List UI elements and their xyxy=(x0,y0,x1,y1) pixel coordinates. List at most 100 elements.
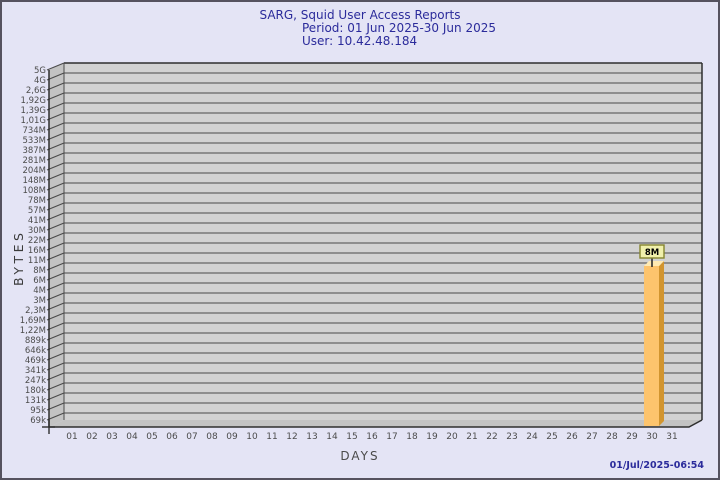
x-tick-label: 21 xyxy=(466,432,477,442)
side-wall-tick xyxy=(46,102,65,111)
side-wall-tick xyxy=(46,282,65,291)
x-tick-label: 24 xyxy=(526,432,538,442)
side-wall-tick xyxy=(46,392,65,401)
x-tick-label: 02 xyxy=(86,432,97,442)
x-tick-label: 31 xyxy=(666,432,677,442)
x-tick-label: 25 xyxy=(546,432,557,442)
y-tick-label: 341k xyxy=(25,366,46,376)
generated-timestamp: 01/Jul/2025-06:54 xyxy=(609,460,704,471)
y-tick-label: 131k xyxy=(25,396,46,406)
x-tick-label: 30 xyxy=(646,432,658,442)
y-tick-label: 8M xyxy=(33,266,46,276)
bar-value-label-box xyxy=(639,244,665,259)
chart-back-wall xyxy=(64,63,702,420)
x-tick-label: 01 xyxy=(66,432,77,442)
side-wall-tick xyxy=(46,332,65,341)
usage-bar-front xyxy=(644,266,659,426)
y-tick-label: 30M xyxy=(28,226,46,236)
y-tick-label: 2,6G xyxy=(26,86,46,96)
y-tick-label: 734M xyxy=(22,126,46,136)
side-wall-tick xyxy=(46,72,65,81)
x-tick-label: 10 xyxy=(246,432,258,442)
chart-bottom-edge xyxy=(49,419,703,428)
usage-bar-top xyxy=(644,261,664,266)
side-wall-tick xyxy=(46,252,65,261)
y-tick-label: 5G xyxy=(34,66,46,76)
x-axis-title: DAYS xyxy=(340,449,380,463)
x-tick-label: 08 xyxy=(206,432,218,442)
side-wall-tick xyxy=(46,92,65,101)
y-tick-label: 41M xyxy=(28,216,46,226)
side-wall-tick xyxy=(46,262,65,271)
side-wall-tick xyxy=(46,352,65,361)
x-tick-label: 13 xyxy=(306,432,317,442)
x-tick-label: 06 xyxy=(166,432,178,442)
side-wall-tick xyxy=(46,162,65,171)
x-tick-label: 26 xyxy=(566,432,578,442)
y-tick-label: 3M xyxy=(33,296,46,306)
report-period: Period: 01 Jun 2025-30 Jun 2025 xyxy=(302,21,496,35)
y-tick-label: 247k xyxy=(25,376,46,386)
y-tick-label: 95k xyxy=(30,406,46,416)
side-wall-tick xyxy=(46,182,65,191)
x-tick-label: 09 xyxy=(226,432,238,442)
side-wall-tick xyxy=(46,292,65,301)
x-tick-label: 28 xyxy=(606,432,618,442)
y-tick-label: 69k xyxy=(30,416,46,426)
x-tick-label: 15 xyxy=(346,432,357,442)
y-tick-label: 469k xyxy=(25,356,46,366)
y-tick-label: 1,01G xyxy=(20,116,46,126)
y-tick-label: 4G xyxy=(34,76,46,86)
report-title: SARG, Squid User Access Reports xyxy=(259,8,461,22)
y-tick-label: 387M xyxy=(22,146,46,156)
x-tick-label: 29 xyxy=(626,432,638,442)
x-tick-label: 07 xyxy=(186,432,197,442)
x-tick-label: 03 xyxy=(106,432,117,442)
x-tick-label: 20 xyxy=(446,432,458,442)
y-tick-label: 533M xyxy=(22,136,46,146)
y-tick-label: 1,69M xyxy=(20,316,46,326)
usage-bar-side xyxy=(659,261,664,426)
report-user-ip: User: 10.42.48.184 xyxy=(302,34,418,48)
y-tick-label: 57M xyxy=(28,206,46,216)
y-tick-label: 6M xyxy=(33,276,46,286)
side-wall-tick xyxy=(46,172,65,181)
side-wall-tick xyxy=(46,82,65,91)
side-wall-tick xyxy=(46,152,65,161)
side-wall-tick xyxy=(46,372,65,381)
side-wall-tick xyxy=(46,382,65,391)
y-tick-label: 204M xyxy=(22,166,46,176)
y-tick-label: 889k xyxy=(25,336,46,346)
side-wall-tick xyxy=(46,192,65,201)
side-wall-tick xyxy=(46,122,65,131)
x-tick-label: 23 xyxy=(506,432,517,442)
y-tick-label: 646k xyxy=(25,346,46,356)
side-wall-tick xyxy=(46,322,65,331)
y-tick-label: 1,22M xyxy=(20,326,46,336)
x-tick-label: 05 xyxy=(146,432,157,442)
chart-side-wall xyxy=(49,63,64,427)
side-wall-tick xyxy=(46,342,65,351)
y-tick-label: 281M xyxy=(22,156,46,166)
y-tick-label: 78M xyxy=(28,196,46,206)
side-wall-tick xyxy=(46,272,65,281)
y-tick-label: 22M xyxy=(28,236,46,246)
bar-value-label: 8M xyxy=(645,248,659,258)
y-tick-label: 4M xyxy=(33,286,46,296)
side-wall-tick xyxy=(46,212,65,221)
y-tick-label: 108M xyxy=(22,186,46,196)
y-tick-label: 1,92G xyxy=(20,96,46,106)
x-tick-label: 14 xyxy=(326,432,338,442)
x-tick-label: 04 xyxy=(126,432,138,442)
x-tick-label: 12 xyxy=(286,432,297,442)
side-wall-tick xyxy=(46,222,65,231)
side-wall-tick xyxy=(46,362,65,371)
x-tick-label: 11 xyxy=(266,432,277,442)
x-tick-label: 22 xyxy=(486,432,497,442)
side-wall-tick xyxy=(46,62,65,71)
y-tick-label: 1,39G xyxy=(20,106,46,116)
side-wall-tick xyxy=(46,132,65,141)
y-tick-label: 16M xyxy=(28,246,46,256)
side-wall-tick xyxy=(46,242,65,251)
